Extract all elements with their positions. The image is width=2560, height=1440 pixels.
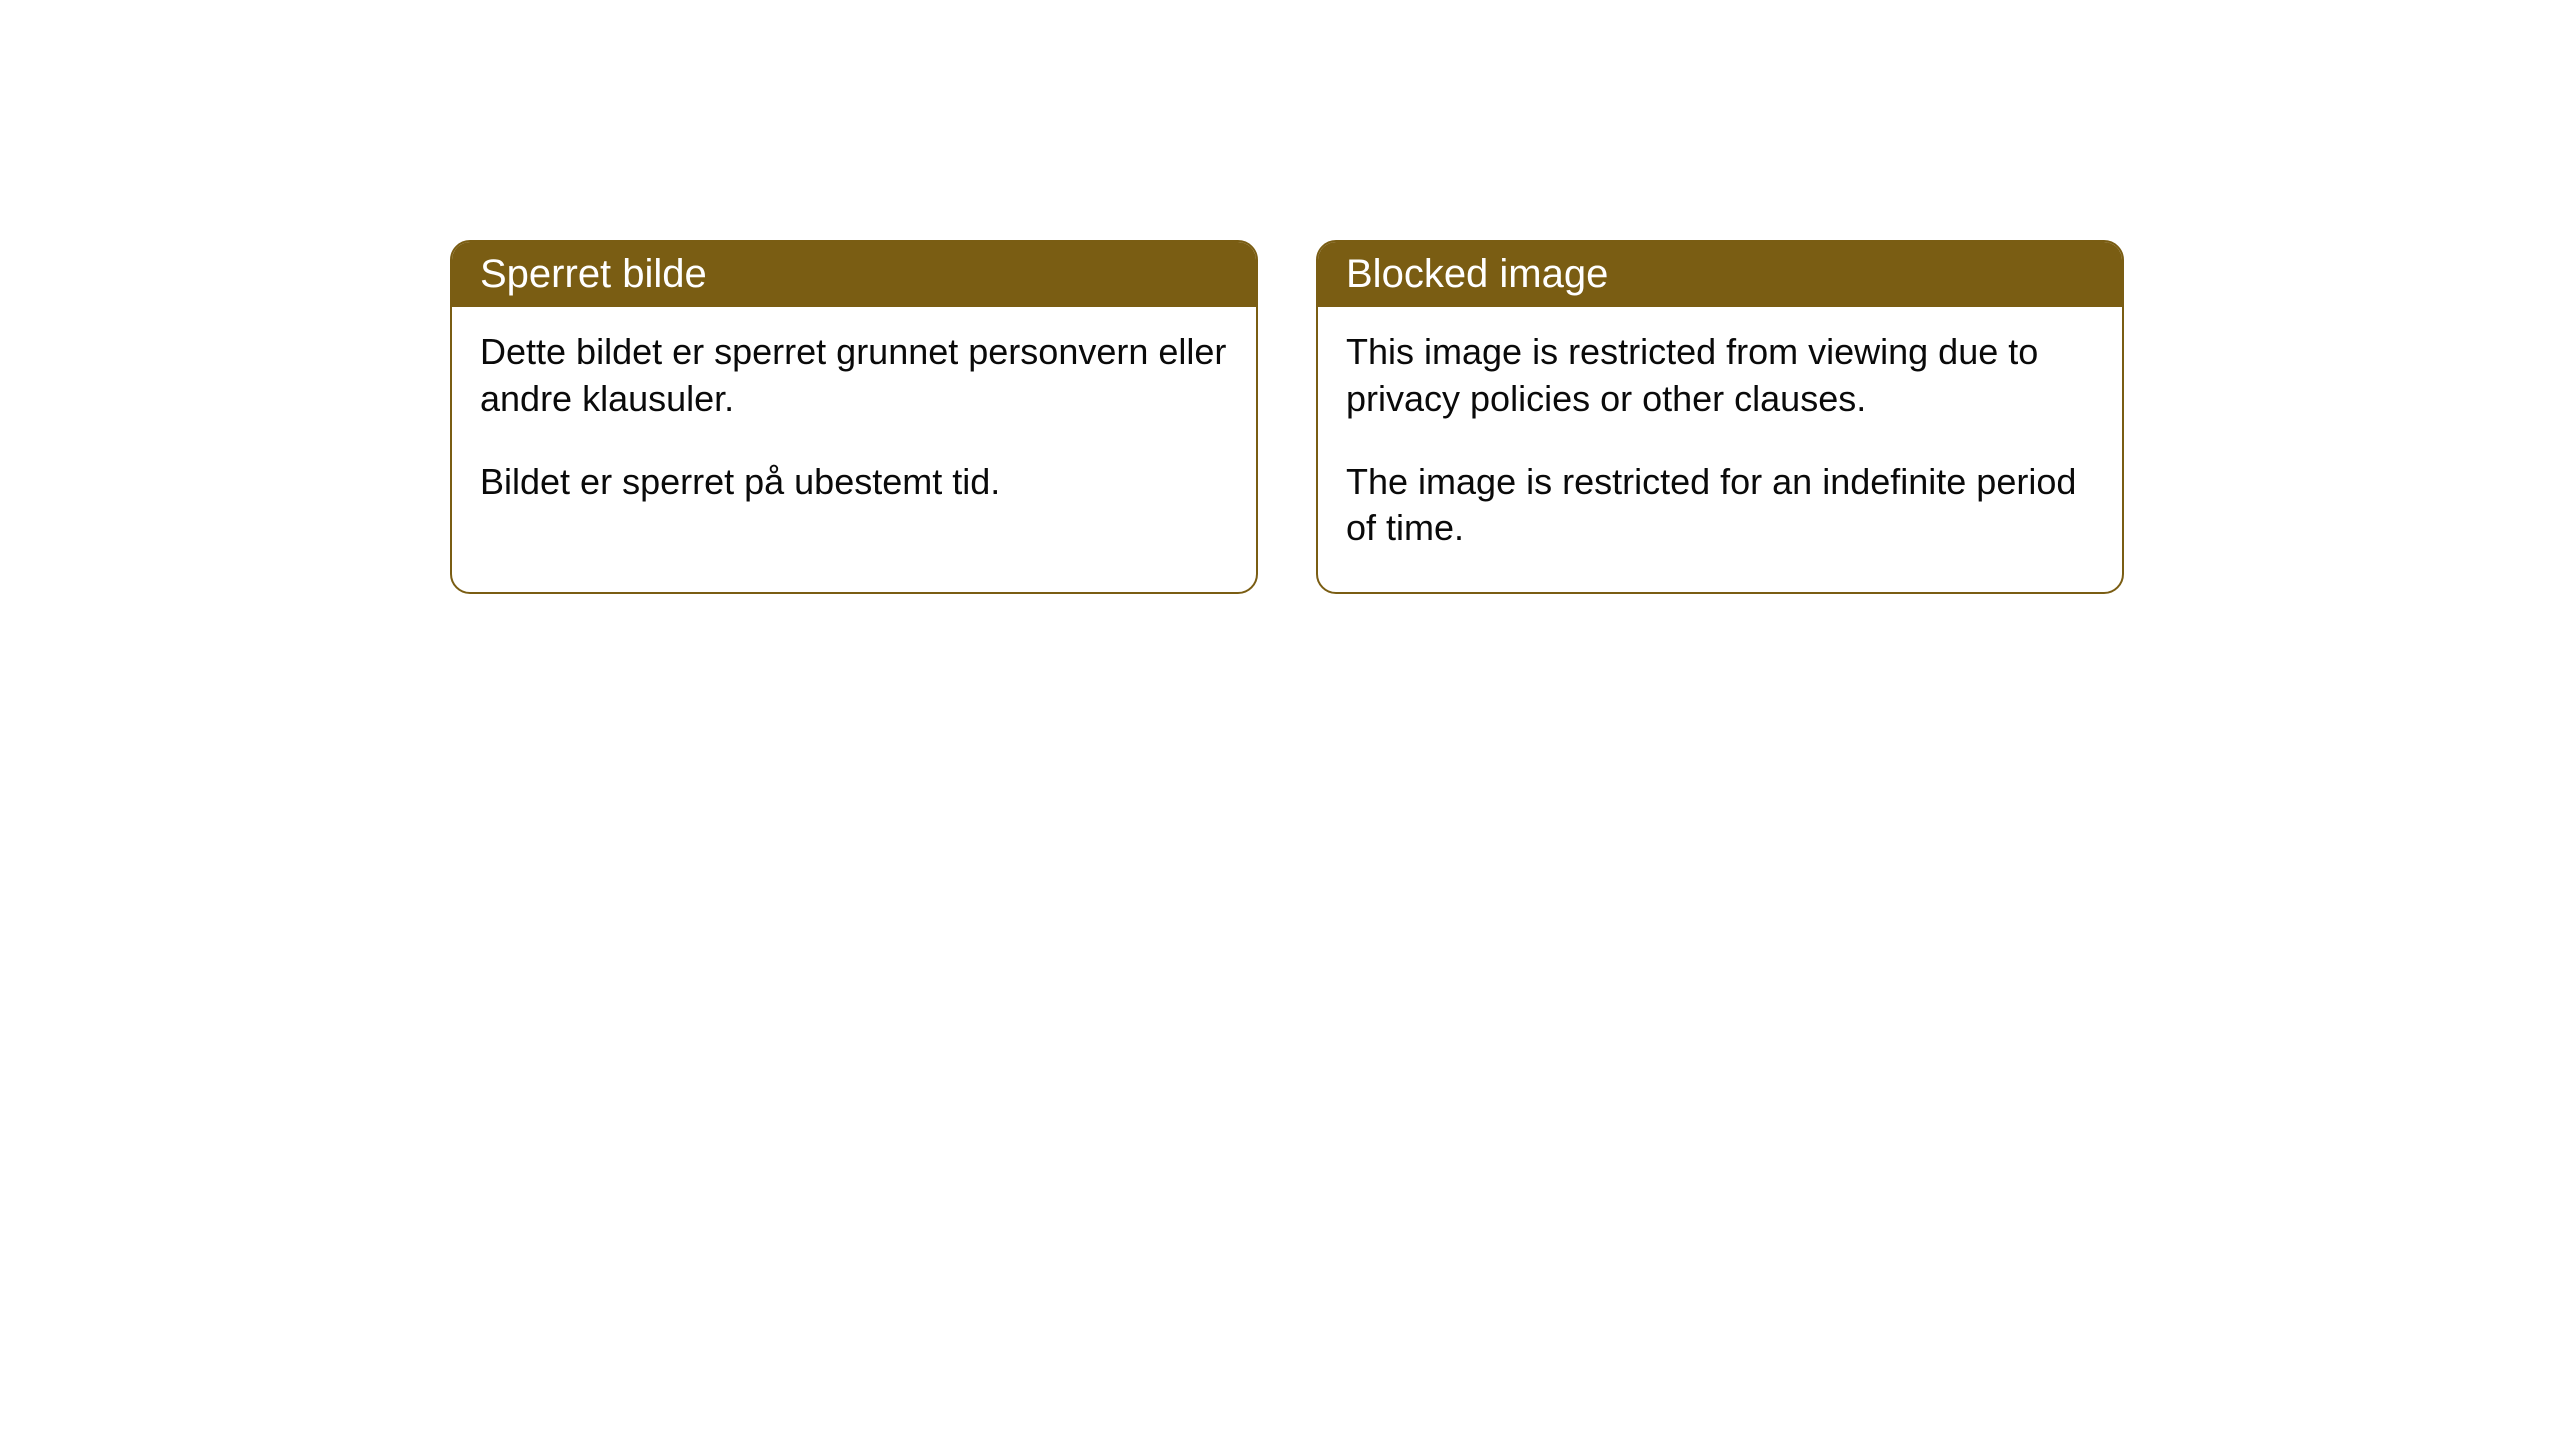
notice-cards-container: Sperret bilde Dette bildet er sperret gr… bbox=[450, 240, 2124, 594]
card-title-english: Blocked image bbox=[1346, 252, 1608, 296]
card-body-norwegian: Dette bildet er sperret grunnet personve… bbox=[452, 307, 1256, 545]
card-body-english: This image is restricted from viewing du… bbox=[1318, 307, 2122, 592]
card-header-english: Blocked image bbox=[1318, 242, 2122, 307]
card-text-norwegian-line2: Bildet er sperret på ubestemt tid. bbox=[480, 459, 1228, 506]
card-text-english-line2: The image is restricted for an indefinit… bbox=[1346, 459, 2094, 553]
blocked-image-card-norwegian: Sperret bilde Dette bildet er sperret gr… bbox=[450, 240, 1258, 594]
blocked-image-card-english: Blocked image This image is restricted f… bbox=[1316, 240, 2124, 594]
card-text-english-line1: This image is restricted from viewing du… bbox=[1346, 329, 2094, 423]
card-title-norwegian: Sperret bilde bbox=[480, 252, 707, 296]
card-header-norwegian: Sperret bilde bbox=[452, 242, 1256, 307]
card-text-norwegian-line1: Dette bildet er sperret grunnet personve… bbox=[480, 329, 1228, 423]
